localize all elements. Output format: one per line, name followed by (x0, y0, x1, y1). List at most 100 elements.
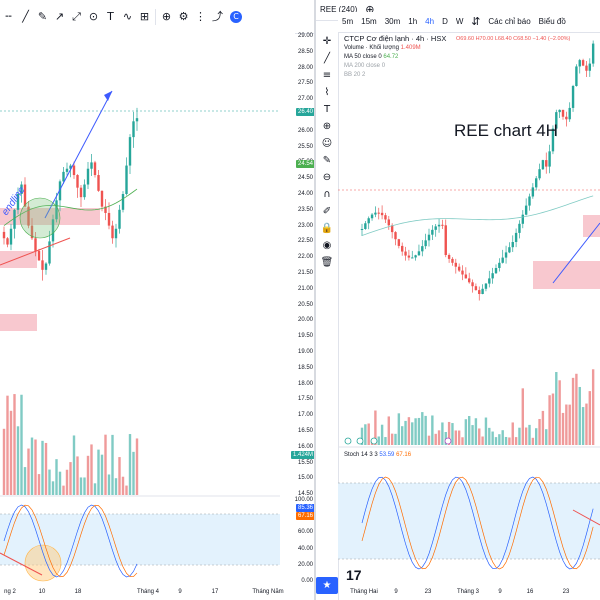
star-icon[interactable]: ★ (316, 577, 338, 594)
candle[interactable] (561, 109, 565, 117)
symbol-search[interactable]: REE (240) (320, 5, 358, 14)
candle[interactable] (578, 60, 581, 67)
zoom-icon[interactable]: ⊕ (161, 10, 172, 23)
candle[interactable] (568, 107, 571, 120)
crosshair-icon[interactable]: ✛ (322, 36, 332, 47)
candle[interactable] (481, 288, 484, 294)
pattern-icon[interactable]: ⊕ (322, 121, 332, 132)
candle[interactable] (118, 209, 121, 229)
candle[interactable] (511, 242, 514, 248)
candle[interactable] (434, 226, 437, 230)
candle[interactable] (498, 262, 501, 268)
event-marker-icon[interactable] (356, 437, 364, 445)
trendline-icon[interactable]: ╱ (22, 10, 29, 23)
lock-drawing-icon[interactable]: ✐ (322, 206, 332, 217)
arrow-icon[interactable]: ↗ (54, 10, 65, 23)
candle[interactable] (390, 225, 394, 233)
candle[interactable] (504, 252, 508, 258)
event-marker-icon[interactable] (370, 437, 378, 445)
candle[interactable] (125, 165, 128, 194)
stoch-divergence-line[interactable] (0, 552, 43, 576)
candle[interactable] (451, 258, 454, 263)
candle[interactable] (20, 184, 23, 194)
candle[interactable] (387, 219, 390, 226)
candle[interactable] (551, 128, 555, 152)
candle[interactable] (44, 263, 48, 270)
candle[interactable] (394, 232, 397, 240)
candle[interactable] (501, 257, 504, 263)
candle[interactable] (34, 238, 37, 251)
candle[interactable] (411, 257, 414, 259)
candle[interactable] (521, 214, 524, 224)
candle[interactable] (37, 250, 41, 261)
timeframe-30m[interactable]: 30m (384, 17, 401, 26)
candle[interactable] (107, 212, 111, 226)
text-tool-button[interactable]: T (107, 10, 114, 23)
grid-icon[interactable]: ⊞ (139, 10, 150, 23)
candle[interactable] (55, 200, 58, 220)
smile-icon[interactable]: ☺ (321, 138, 333, 149)
pencil-icon[interactable]: ✎ (37, 10, 48, 23)
candle[interactable] (581, 60, 585, 66)
candle[interactable] (360, 229, 364, 230)
candle[interactable] (471, 282, 474, 287)
candle[interactable] (518, 223, 521, 233)
text-icon[interactable]: T (323, 104, 331, 115)
candle[interactable] (128, 137, 132, 166)
candle[interactable] (457, 266, 461, 271)
candle[interactable] (48, 241, 51, 264)
timeframe-D[interactable]: D (442, 17, 448, 26)
ruler-icon[interactable]: ✎ (322, 155, 332, 166)
candle[interactable] (444, 225, 447, 255)
candle[interactable] (454, 262, 457, 267)
candle[interactable] (528, 196, 531, 206)
event-marker-icon[interactable] (344, 437, 352, 445)
candle[interactable] (468, 278, 471, 283)
candle[interactable] (427, 234, 431, 241)
candle[interactable] (111, 225, 114, 239)
candle[interactable] (6, 238, 9, 245)
right-chart-pane[interactable]: REE (240) ⊕ 5m 15m 30m 1h 4h D W ⇵ Các chỉ báo Bi… (316, 0, 600, 600)
candle[interactable] (484, 283, 488, 289)
candle[interactable] (79, 187, 83, 198)
candle[interactable] (76, 175, 79, 188)
trendline-icon[interactable]: ╱ (323, 53, 331, 64)
candle[interactable] (585, 65, 588, 71)
candle[interactable] (414, 255, 417, 258)
timeframe-5m[interactable]: 5m (342, 17, 354, 26)
supply-demand-zone[interactable] (0, 251, 37, 268)
candle[interactable] (65, 168, 69, 172)
candle[interactable] (132, 121, 135, 138)
plus-icon[interactable]: ⊕ (365, 3, 375, 16)
compare-icon[interactable]: ⇵ (471, 15, 481, 28)
candle[interactable] (437, 224, 441, 227)
candle[interactable] (478, 290, 481, 294)
candle[interactable] (83, 184, 86, 198)
candle[interactable] (377, 212, 380, 214)
candle[interactable] (588, 63, 591, 71)
circle-icon[interactable]: ⊙ (88, 10, 99, 23)
timeframe-1h[interactable]: 1h (408, 17, 418, 26)
logo-c-icon[interactable]: C (230, 10, 242, 23)
candle[interactable] (86, 168, 90, 185)
candle[interactable] (384, 215, 387, 220)
candle[interactable] (464, 274, 468, 279)
support-trendline[interactable] (0, 237, 71, 266)
oversold-highlight[interactable] (24, 544, 62, 582)
candle[interactable] (93, 162, 97, 176)
indicator-legend-item[interactable]: MA 50 close 0 64.72 (344, 54, 398, 60)
candle[interactable] (558, 109, 561, 113)
zoom-icon[interactable]: ⊖ (322, 172, 332, 183)
right-price-chart[interactable] (338, 33, 600, 586)
indicators-button[interactable]: Các chỉ báo (488, 17, 531, 26)
candle[interactable] (424, 240, 427, 247)
wave-icon[interactable]: ∿ (122, 10, 133, 23)
indicator-legend-item[interactable]: MA 200 close 0 (344, 63, 385, 69)
candle[interactable] (364, 223, 367, 229)
uptrend-line[interactable] (44, 90, 113, 219)
candle[interactable] (417, 251, 421, 256)
candle[interactable] (535, 178, 538, 188)
candle[interactable] (421, 246, 424, 252)
candle[interactable] (461, 270, 464, 275)
candle[interactable] (407, 255, 411, 258)
